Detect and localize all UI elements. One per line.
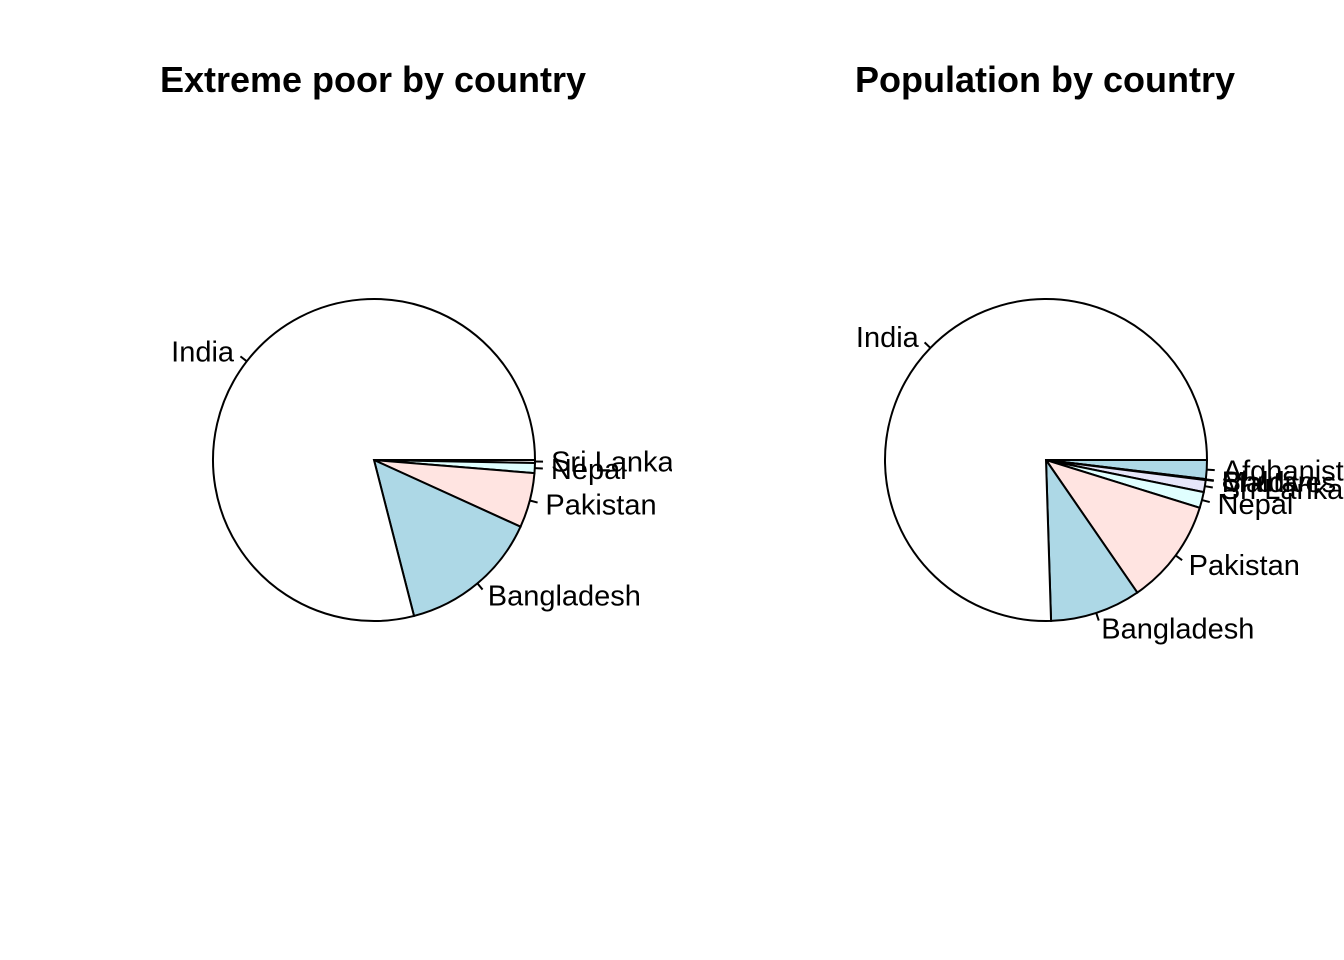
leader-line [1201, 499, 1210, 504]
pie-slice-bangladesh [372, 458, 522, 618]
slice-label-india: India [171, 336, 235, 368]
slice-label-india: India [856, 322, 920, 354]
leader-line [529, 499, 538, 504]
slice-label-pakistan: Pakistan [1189, 550, 1300, 582]
leader-line [1204, 485, 1213, 489]
slice-label-pakistan: Pakistan [545, 490, 656, 522]
slice-label-sri-lanka: Sri Lanka [551, 447, 674, 479]
pie-slice-india [212, 298, 537, 622]
pie-slice-bangladesh [1044, 456, 1139, 622]
leader-line [1205, 478, 1214, 482]
slice-label-bangladesh: Bangladesh [488, 581, 641, 613]
pie-slices [884, 298, 1209, 622]
pie-slice-india [884, 298, 1209, 622]
leader-line [476, 582, 484, 591]
leader-line [239, 355, 248, 363]
slice-label-afghanistan: Afghanistan [1223, 456, 1344, 488]
slice-label-bangladesh: Bangladesh [1101, 613, 1254, 645]
leader-line [923, 341, 932, 349]
slice-label-bhutan: Bhutan [1222, 466, 1314, 498]
slice-label-nepal: Nepal [1218, 489, 1294, 521]
slice-label-nepal: Nepal [551, 454, 627, 486]
leader-line [1175, 554, 1183, 562]
slice-label-maldives: Maldives [1222, 467, 1336, 499]
pie-slices [212, 298, 537, 622]
pie-slice-pakistan [1043, 458, 1201, 594]
pie-chart-population: Population by country AfghanistanBhutanM… [855, 59, 1344, 645]
chart-title: Extreme poor by country [160, 59, 586, 100]
slice-label-sri-lanka: Sri Lanka [1221, 474, 1344, 506]
chart-title: Population by country [855, 59, 1235, 100]
leader-line [1095, 612, 1100, 621]
